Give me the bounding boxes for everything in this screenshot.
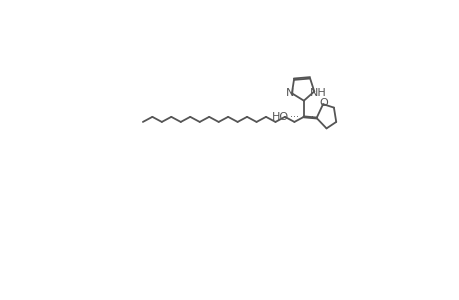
- Text: NH: NH: [309, 88, 325, 98]
- Text: ···: ···: [304, 112, 313, 122]
- Text: HO: HO: [271, 112, 288, 122]
- Text: O: O: [319, 98, 328, 107]
- Text: N: N: [285, 88, 293, 98]
- Text: ···: ···: [290, 112, 298, 122]
